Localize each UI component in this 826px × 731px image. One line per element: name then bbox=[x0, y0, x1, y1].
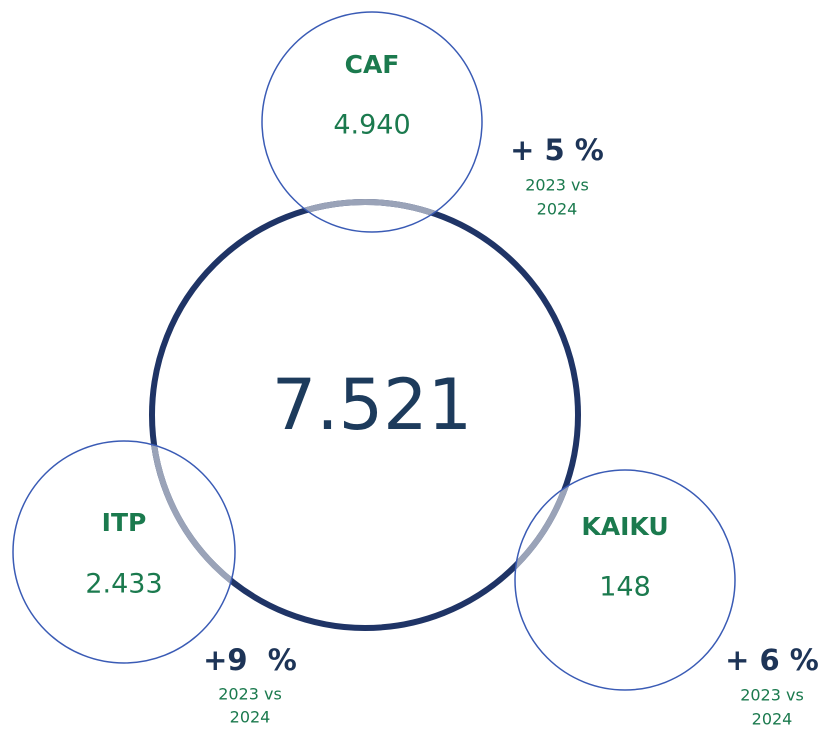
node-label: ITP bbox=[102, 508, 147, 537]
node-value: 148 bbox=[599, 572, 651, 603]
node-period: 2024 bbox=[230, 708, 271, 727]
node-period: 2023 vs bbox=[218, 685, 282, 704]
node-period: 2023 vs bbox=[525, 176, 589, 195]
node-value: 4.940 bbox=[333, 110, 410, 141]
node-period: 2024 bbox=[752, 710, 793, 729]
node-circle bbox=[261, 11, 483, 233]
node-label: CAF bbox=[345, 50, 400, 79]
node-change: + 6 % bbox=[725, 643, 819, 677]
total: 7.521 bbox=[272, 364, 472, 446]
node-circle bbox=[514, 469, 736, 691]
node-period: 2024 bbox=[537, 200, 578, 219]
node-value: 2.433 bbox=[85, 569, 162, 600]
node-circle bbox=[12, 440, 236, 664]
node-change: + 5 % bbox=[510, 133, 604, 167]
node-label: KAIKU bbox=[581, 512, 668, 541]
node-period: 2023 vs bbox=[740, 686, 804, 705]
node-change: +9 % bbox=[203, 643, 297, 677]
